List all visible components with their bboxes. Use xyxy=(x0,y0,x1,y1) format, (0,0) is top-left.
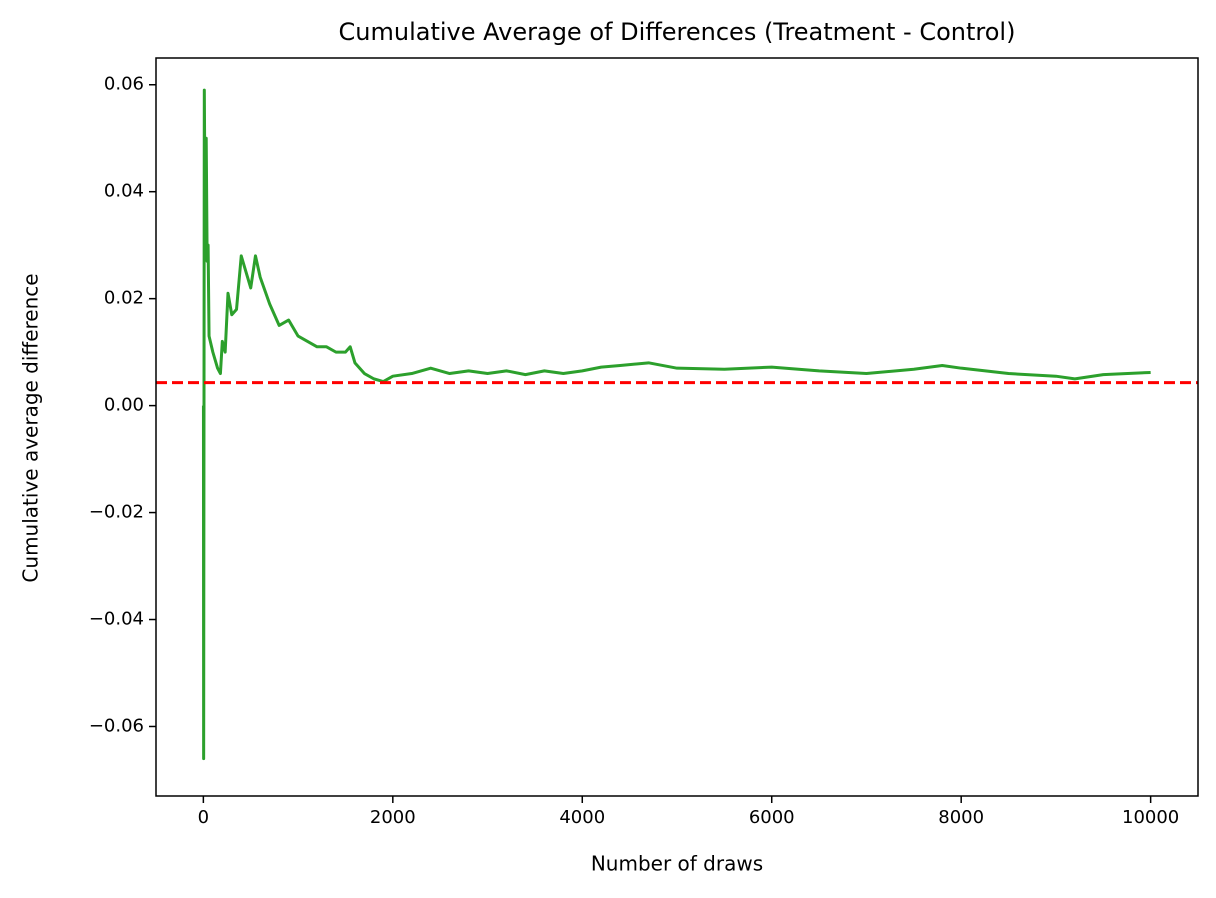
y-tick-label: 0.00 xyxy=(104,395,144,416)
x-axis-label: Number of draws xyxy=(591,852,763,876)
plot-frame xyxy=(155,57,1199,797)
x-tick-label: 10000 xyxy=(1122,807,1179,828)
x-tick-label: 6000 xyxy=(749,807,795,828)
y-tick-label: 0.02 xyxy=(104,288,144,309)
x-tick-label: 8000 xyxy=(938,807,984,828)
y-tick-label: −0.02 xyxy=(89,502,144,523)
x-tick-label: 2000 xyxy=(370,807,416,828)
y-tick-label: −0.06 xyxy=(89,715,144,736)
y-tick-label: 0.06 xyxy=(104,74,144,95)
chart-title: Cumulative Average of Differences (Treat… xyxy=(339,18,1016,46)
x-tick-label: 0 xyxy=(198,807,209,828)
y-tick-label: −0.04 xyxy=(89,609,144,630)
x-tick-label: 4000 xyxy=(559,807,605,828)
data-line xyxy=(201,88,1151,761)
y-axis-label: Cumulative average difference xyxy=(19,273,43,582)
y-tick-label: 0.04 xyxy=(104,181,144,202)
